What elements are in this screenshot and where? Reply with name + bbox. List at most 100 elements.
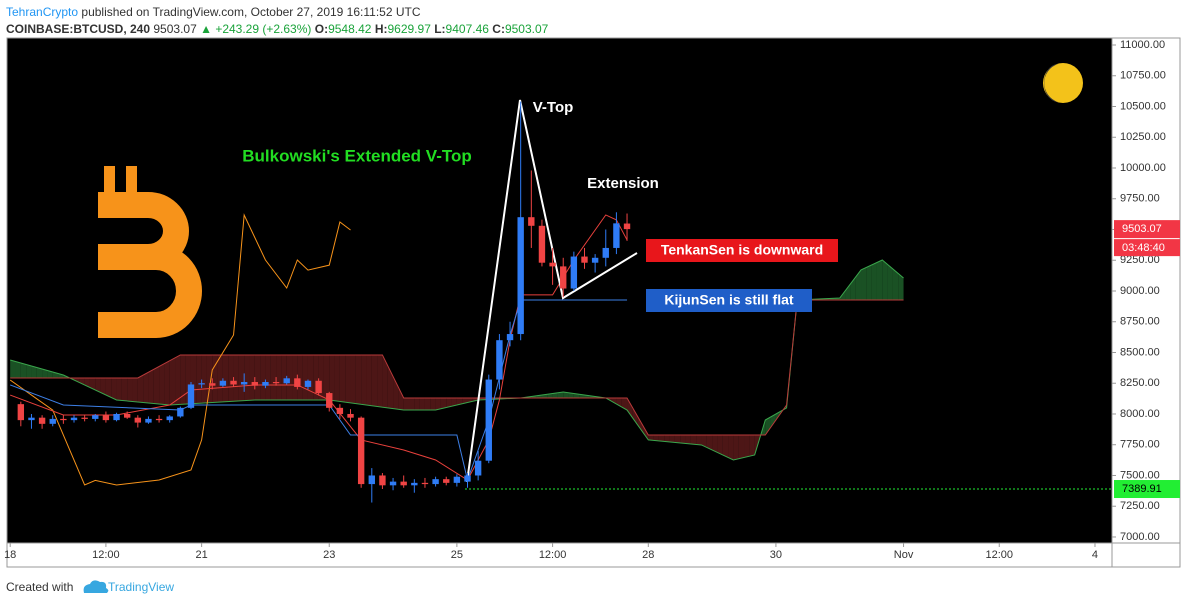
span-b-line [10,299,904,436]
cloud-segment [371,354,378,407]
cloud-segment [15,361,21,378]
x-tick-label: 28 [642,549,654,561]
cloud-segment [100,377,106,395]
price-tag-label: 7389.91 [1122,483,1162,495]
candle-body [113,413,120,421]
candle-body [92,415,99,419]
cloud-segment [738,435,745,459]
y-tick-label: 7750.00 [1120,439,1160,451]
y-tick-label: 9250.00 [1120,254,1160,266]
symbol: COINBASE:BTCUSD, 240 [6,22,151,36]
cloud-segment [116,377,122,401]
cloud-segment [876,259,883,300]
cloud-segment [616,397,622,408]
y-tick-label: 10750.00 [1120,70,1166,82]
cloud-segment [329,354,335,401]
annotation: KijunSen is still flat [664,292,793,308]
cloud-segment [334,354,340,402]
candle-body [591,257,599,263]
cloud-segment [573,393,580,398]
cloud-segment [79,377,85,385]
cloud-segment [563,391,569,398]
candle-body [17,404,25,421]
cloud-segment [382,354,388,408]
cloud-segment [728,435,734,460]
cloud-segment [855,269,862,300]
change: ▲ +243.29 (+2.63%) [200,22,312,36]
cloud-segment [653,435,659,441]
cloud-segment [292,354,298,400]
candle-body [209,383,216,386]
cloud-segment [696,435,702,445]
cloud-segment [632,407,638,425]
cloud-segment [318,354,324,400]
candle-body [177,407,184,417]
o: 9548.42 [328,22,372,36]
cloud-segment [547,393,553,398]
candle-body [304,380,312,387]
candle-body [336,407,344,414]
cloud-segment [568,392,574,398]
cloud-segment [446,397,452,408]
candle-body [155,418,163,421]
cloud-segment [297,354,303,400]
cloud-segment [674,435,681,443]
cloud-segment [180,354,186,405]
cloud-segment [451,397,457,407]
h-label: H: [374,22,388,36]
cloud-segment [361,354,367,406]
cloud-segment [664,435,670,442]
h: 9629.97 [387,22,431,36]
cloud-segment [244,354,250,401]
candle-body [443,479,450,483]
cloud-segment [345,354,351,403]
cloud-segment [10,359,16,378]
candle-body [70,417,78,421]
cloud-segment [148,369,154,404]
price-tag [1114,220,1180,239]
cloud-segment [121,377,128,401]
cloud-segment [89,377,96,390]
cloud-segment [270,354,277,400]
annotation: Extension [587,175,659,192]
candle-body [240,382,248,385]
cloud-segment [175,354,181,405]
candle-body [102,415,110,421]
y-tick-label: 7500.00 [1120,469,1160,481]
publish-line: TehranCrypto published on TradingView.co… [6,5,421,19]
author[interactable]: TehranCrypto [6,5,79,19]
candle-body [283,378,290,384]
logo-bar [126,166,137,196]
annotation-box [646,239,838,262]
cloud-segment [105,377,112,398]
cloud-segment [26,364,32,378]
cloud-segment [440,397,447,409]
drawn-v-line [466,99,638,483]
cloud-segment [456,397,463,406]
cloud-segment [882,259,888,300]
y-tick-label: 8500.00 [1120,346,1160,358]
cloud-segment [254,354,261,400]
cloud-segment [403,397,410,411]
cloud-segment [866,264,872,300]
symbol-line: COINBASE:BTCUSD, 240 9503.07 ▲ +243.29 (… [6,22,548,36]
candle-body [538,225,546,263]
candle-body [38,417,46,424]
cloud-segment [323,354,330,400]
cloud-segment [627,397,633,418]
cloud-segment [845,283,851,300]
c: 9503.07 [504,22,549,36]
cloud-segment [201,354,207,404]
cloud-segment [642,425,649,440]
candle-body [272,382,280,384]
cloud-segment [286,354,293,400]
chart-title: Bulkowski's Extended V-Top [242,146,472,165]
cloud-segment [749,435,755,457]
cloud-segment [669,435,675,443]
candle-body [60,418,67,421]
footer-brand[interactable]: TradingView [108,580,174,594]
candle-body [506,334,514,341]
candle-body [368,475,375,485]
cloud-segment [307,354,314,400]
